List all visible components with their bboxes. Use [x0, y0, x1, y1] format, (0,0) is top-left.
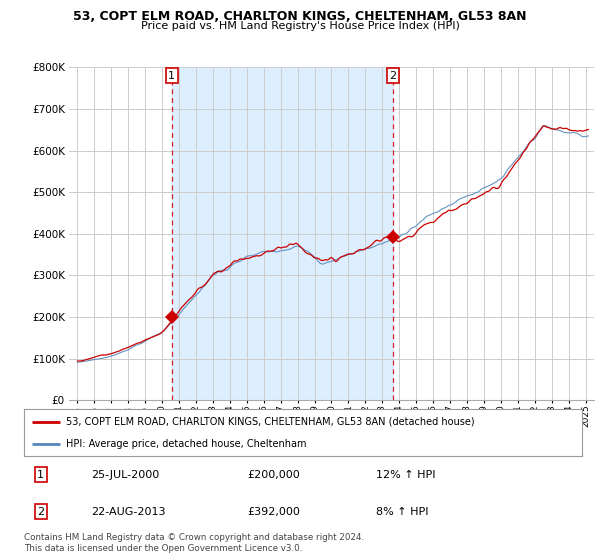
Text: 12% ↑ HPI: 12% ↑ HPI: [376, 470, 435, 479]
Text: 53, COPT ELM ROAD, CHARLTON KINGS, CHELTENHAM, GL53 8AN: 53, COPT ELM ROAD, CHARLTON KINGS, CHELT…: [73, 10, 527, 22]
Text: 25-JUL-2000: 25-JUL-2000: [91, 470, 159, 479]
Bar: [172, 67, 393, 400]
Text: 22-AUG-2013: 22-AUG-2013: [91, 507, 166, 517]
Text: 2: 2: [37, 507, 44, 517]
Text: Price paid vs. HM Land Registry's House Price Index (HPI): Price paid vs. HM Land Registry's House …: [140, 21, 460, 31]
Text: £200,000: £200,000: [247, 470, 300, 479]
Text: 1: 1: [37, 470, 44, 479]
Text: 1: 1: [168, 71, 175, 81]
Text: 53, COPT ELM ROAD, CHARLTON KINGS, CHELTENHAM, GL53 8AN (detached house): 53, COPT ELM ROAD, CHARLTON KINGS, CHELT…: [66, 417, 475, 427]
Text: 2: 2: [389, 71, 397, 81]
Text: HPI: Average price, detached house, Cheltenham: HPI: Average price, detached house, Chel…: [66, 438, 307, 449]
Text: 8% ↑ HPI: 8% ↑ HPI: [376, 507, 428, 517]
Text: Contains HM Land Registry data © Crown copyright and database right 2024.
This d: Contains HM Land Registry data © Crown c…: [24, 533, 364, 553]
Text: £392,000: £392,000: [247, 507, 300, 517]
